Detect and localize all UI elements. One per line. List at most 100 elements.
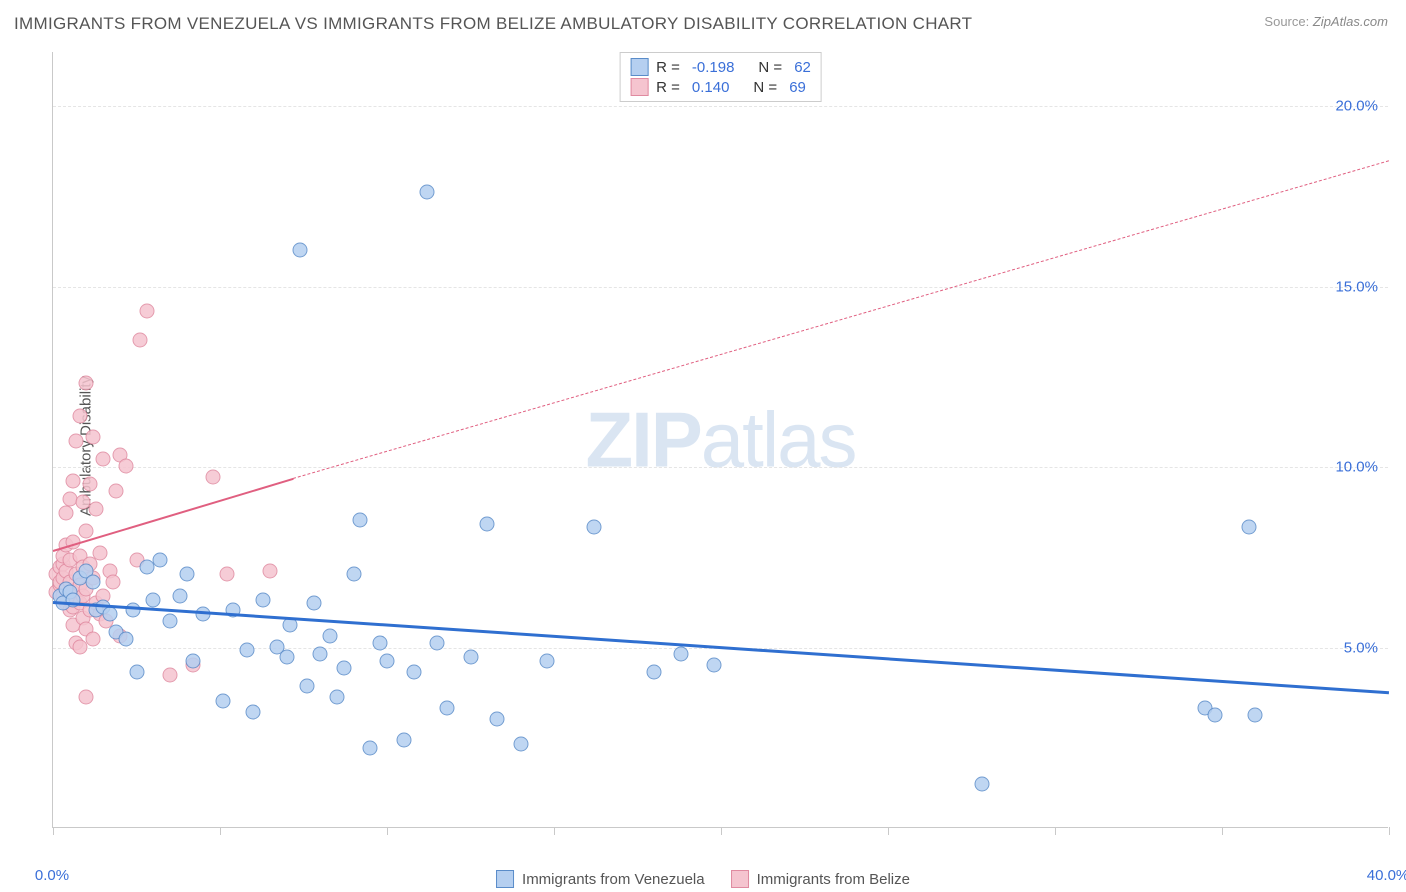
data-point-venezuela [299,679,314,694]
data-point-venezuela [647,664,662,679]
data-point-venezuela [346,567,361,582]
x-tick [888,827,889,835]
n-label: N = [753,79,777,96]
data-point-belize [82,477,97,492]
legend-series: Immigrants from Venezuela Immigrants fro… [496,870,910,888]
y-tick-label: 15.0% [1335,278,1378,295]
data-point-venezuela [162,614,177,629]
data-point-venezuela [1248,708,1263,723]
data-point-venezuela [540,653,555,668]
legend-label-venezuela: Immigrants from Venezuela [522,871,705,888]
data-point-belize [96,451,111,466]
chart-container: IMMIGRANTS FROM VENEZUELA VS IMMIGRANTS … [0,0,1406,892]
legend-stats-row-belize: R = 0.140 N = 69 [630,77,811,97]
legend-label-belize: Immigrants from Belize [757,871,910,888]
x-tick-label: 0.0% [35,867,69,884]
x-tick [220,827,221,835]
x-tick [554,827,555,835]
data-point-venezuela [329,690,344,705]
data-point-venezuela [513,737,528,752]
data-point-belize [86,632,101,647]
data-point-venezuela [216,693,231,708]
x-tick-label: 40.0% [1367,867,1406,884]
gridline [53,467,1388,468]
data-point-belize [72,408,87,423]
data-point-venezuela [86,574,101,589]
data-point-venezuela [363,740,378,755]
data-point-venezuela [490,711,505,726]
data-point-venezuela [396,733,411,748]
data-point-venezuela [119,632,134,647]
watermark-bold: ZIP [585,395,700,483]
x-tick [53,827,54,835]
watermark-rest: atlas [701,395,856,483]
gridline [53,287,1388,288]
data-point-belize [79,524,94,539]
data-point-venezuela [186,653,201,668]
data-point-venezuela [293,242,308,257]
x-tick [1389,827,1390,835]
data-point-venezuela [587,520,602,535]
data-point-belize [162,668,177,683]
trendline [293,160,1389,479]
data-point-venezuela [463,650,478,665]
data-point-venezuela [146,592,161,607]
x-tick [387,827,388,835]
swatch-belize-icon [731,870,749,888]
swatch-belize-icon [630,78,648,96]
data-point-venezuela [1208,708,1223,723]
n-value-venezuela: 62 [794,59,811,76]
legend-stats: R = -0.198 N = 62 R = 0.140 N = 69 [619,52,822,102]
legend-stats-row-venezuela: R = -0.198 N = 62 [630,57,811,77]
data-point-venezuela [256,592,271,607]
data-point-venezuela [430,635,445,650]
data-point-venezuela [480,516,495,531]
data-point-venezuela [179,567,194,582]
source-value: ZipAtlas.com [1313,14,1388,29]
legend-item-venezuela: Immigrants from Venezuela [496,870,705,888]
source-label: Source: [1264,14,1309,29]
data-point-venezuela [353,513,368,528]
plot-area: ZIPatlas R = -0.198 N = 62 R = 0.140 N =… [52,52,1388,828]
data-point-belize [219,567,234,582]
data-point-venezuela [102,607,117,622]
swatch-venezuela-icon [630,58,648,76]
n-value-belize: 69 [789,79,806,96]
swatch-venezuela-icon [496,870,514,888]
data-point-venezuela [373,635,388,650]
r-label: R = [656,79,680,96]
data-point-belize [69,433,84,448]
data-point-venezuela [707,657,722,672]
data-point-venezuela [440,700,455,715]
data-point-belize [139,303,154,318]
data-point-venezuela [152,552,167,567]
r-label: R = [656,59,680,76]
watermark: ZIPatlas [585,394,855,485]
chart-title: IMMIGRANTS FROM VENEZUELA VS IMMIGRANTS … [14,14,972,34]
data-point-belize [89,502,104,517]
r-value-venezuela: -0.198 [692,59,735,76]
data-point-venezuela [420,184,435,199]
y-tick-label: 10.0% [1335,459,1378,476]
data-point-belize [119,459,134,474]
data-point-belize [132,332,147,347]
data-point-venezuela [673,646,688,661]
legend-item-belize: Immigrants from Belize [731,870,910,888]
data-point-belize [92,545,107,560]
data-point-venezuela [380,653,395,668]
data-point-venezuela [246,704,261,719]
data-point-belize [79,376,94,391]
x-tick [721,827,722,835]
data-point-venezuela [406,664,421,679]
data-point-venezuela [172,589,187,604]
data-point-venezuela [129,664,144,679]
data-point-belize [109,484,124,499]
data-point-venezuela [974,776,989,791]
data-point-venezuela [1241,520,1256,535]
data-point-venezuela [306,596,321,611]
data-point-venezuela [336,661,351,676]
data-point-belize [79,690,94,705]
y-tick-label: 5.0% [1344,639,1378,656]
data-point-venezuela [323,628,338,643]
data-point-belize [206,469,221,484]
